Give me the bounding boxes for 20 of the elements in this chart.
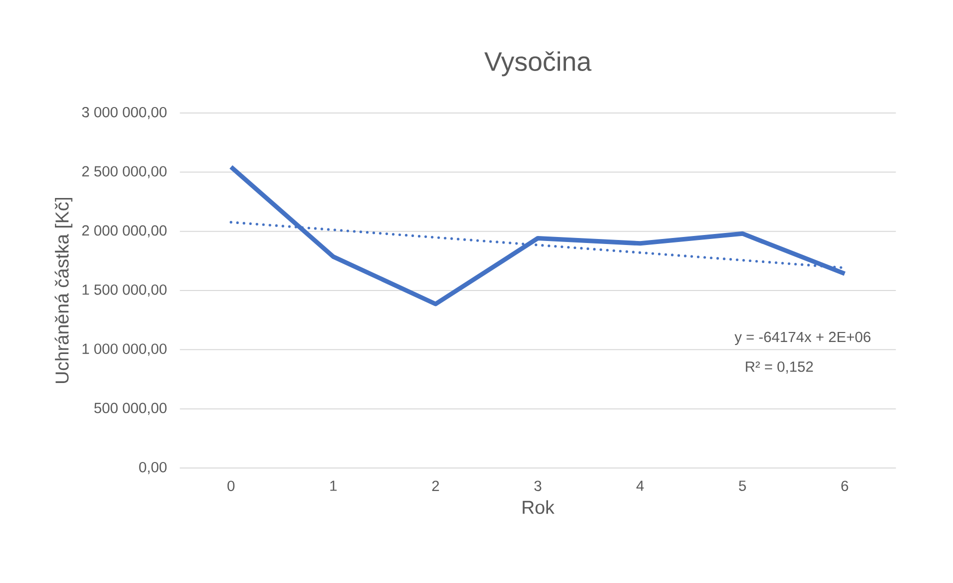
- x-tick-label: 5: [738, 480, 746, 491]
- annotation: y = -64174x + 2E+06: [734, 332, 870, 346]
- x-tick-label: 1: [330, 480, 337, 491]
- x-tick-label: 6: [841, 480, 848, 492]
- y-tick-label: 1 500 000,00: [82, 284, 167, 297]
- y-tick-label: 500 000,00: [94, 402, 167, 415]
- x-tick-label: 2: [432, 480, 439, 491]
- y-axis-title: Uchráněná částka [Kč]: [54, 198, 72, 383]
- y-tick-label: 2 000 000,00: [82, 225, 167, 238]
- x-axis-title: Rok: [522, 500, 554, 514]
- annotation: R² = 0,152: [746, 361, 813, 374]
- chart-title: Vysočina: [484, 51, 592, 76]
- x-tick-label: 4: [636, 480, 644, 491]
- y-tick-label: 3 000 000,00: [82, 106, 167, 120]
- y-tick-label: 0,00: [139, 462, 167, 474]
- x-tick-label: 0: [227, 480, 234, 492]
- y-tick-label: 1 000 000,00: [82, 344, 167, 356]
- line-series: [228, 164, 847, 306]
- y-tick-label: 2 500 000,00: [82, 166, 167, 178]
- x-tick-label: 3: [534, 480, 542, 492]
